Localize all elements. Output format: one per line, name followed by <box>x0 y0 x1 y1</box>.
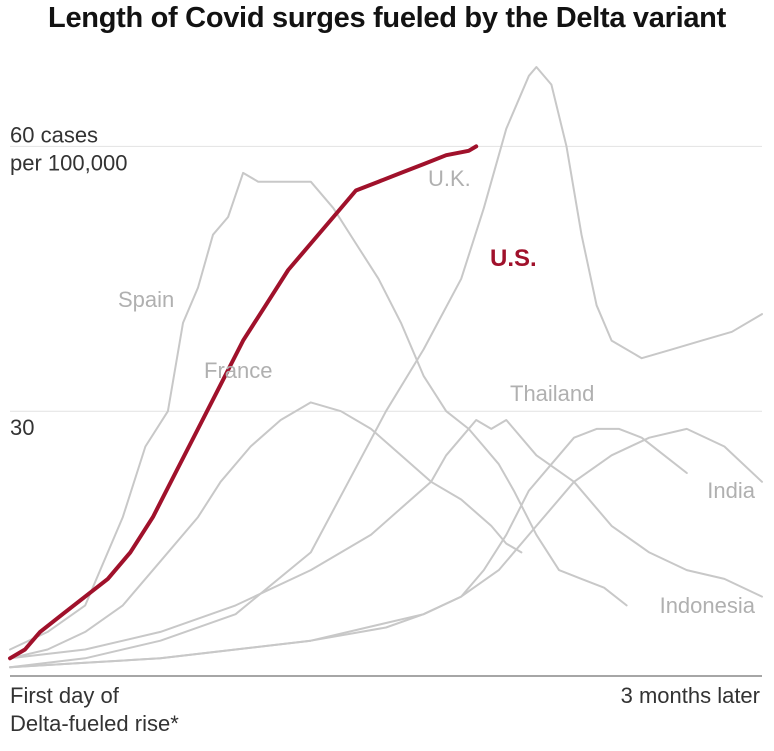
series-line-thailand <box>9 419 763 660</box>
series-label-u-k: U.K. <box>428 166 471 191</box>
series-line-france <box>9 401 523 660</box>
series-label-thailand: Thailand <box>510 381 594 406</box>
grid-layer <box>10 145 762 412</box>
series-label-france: France <box>204 358 272 383</box>
chart-title: Length of Covid surges fueled by the Del… <box>48 2 726 34</box>
label-layer: 60 cases per 100,000 30 First day of Delta-f… <box>10 122 760 736</box>
x-tick-label: 3 months later <box>621 683 760 708</box>
series-label-india: India <box>707 478 755 503</box>
series-label-u-s: U.S. <box>490 245 537 272</box>
series-line-u-k <box>9 66 763 669</box>
y-tick-label: per 100,000 <box>10 150 127 175</box>
series-line-indonesia <box>9 427 688 669</box>
series-layer <box>8 66 763 669</box>
y-tick-label: 30 <box>10 415 34 440</box>
y-tick-label: 60 cases <box>10 122 98 147</box>
series-label-indonesia: Indonesia <box>660 593 756 618</box>
series-line-u-s <box>8 144 479 661</box>
series-line-spain <box>9 171 628 651</box>
series-label-spain: Spain <box>118 287 174 312</box>
x-tick-label: First day of <box>10 683 120 708</box>
series-line-india <box>9 427 763 669</box>
x-tick-label: Delta-fueled rise* <box>10 711 179 736</box>
